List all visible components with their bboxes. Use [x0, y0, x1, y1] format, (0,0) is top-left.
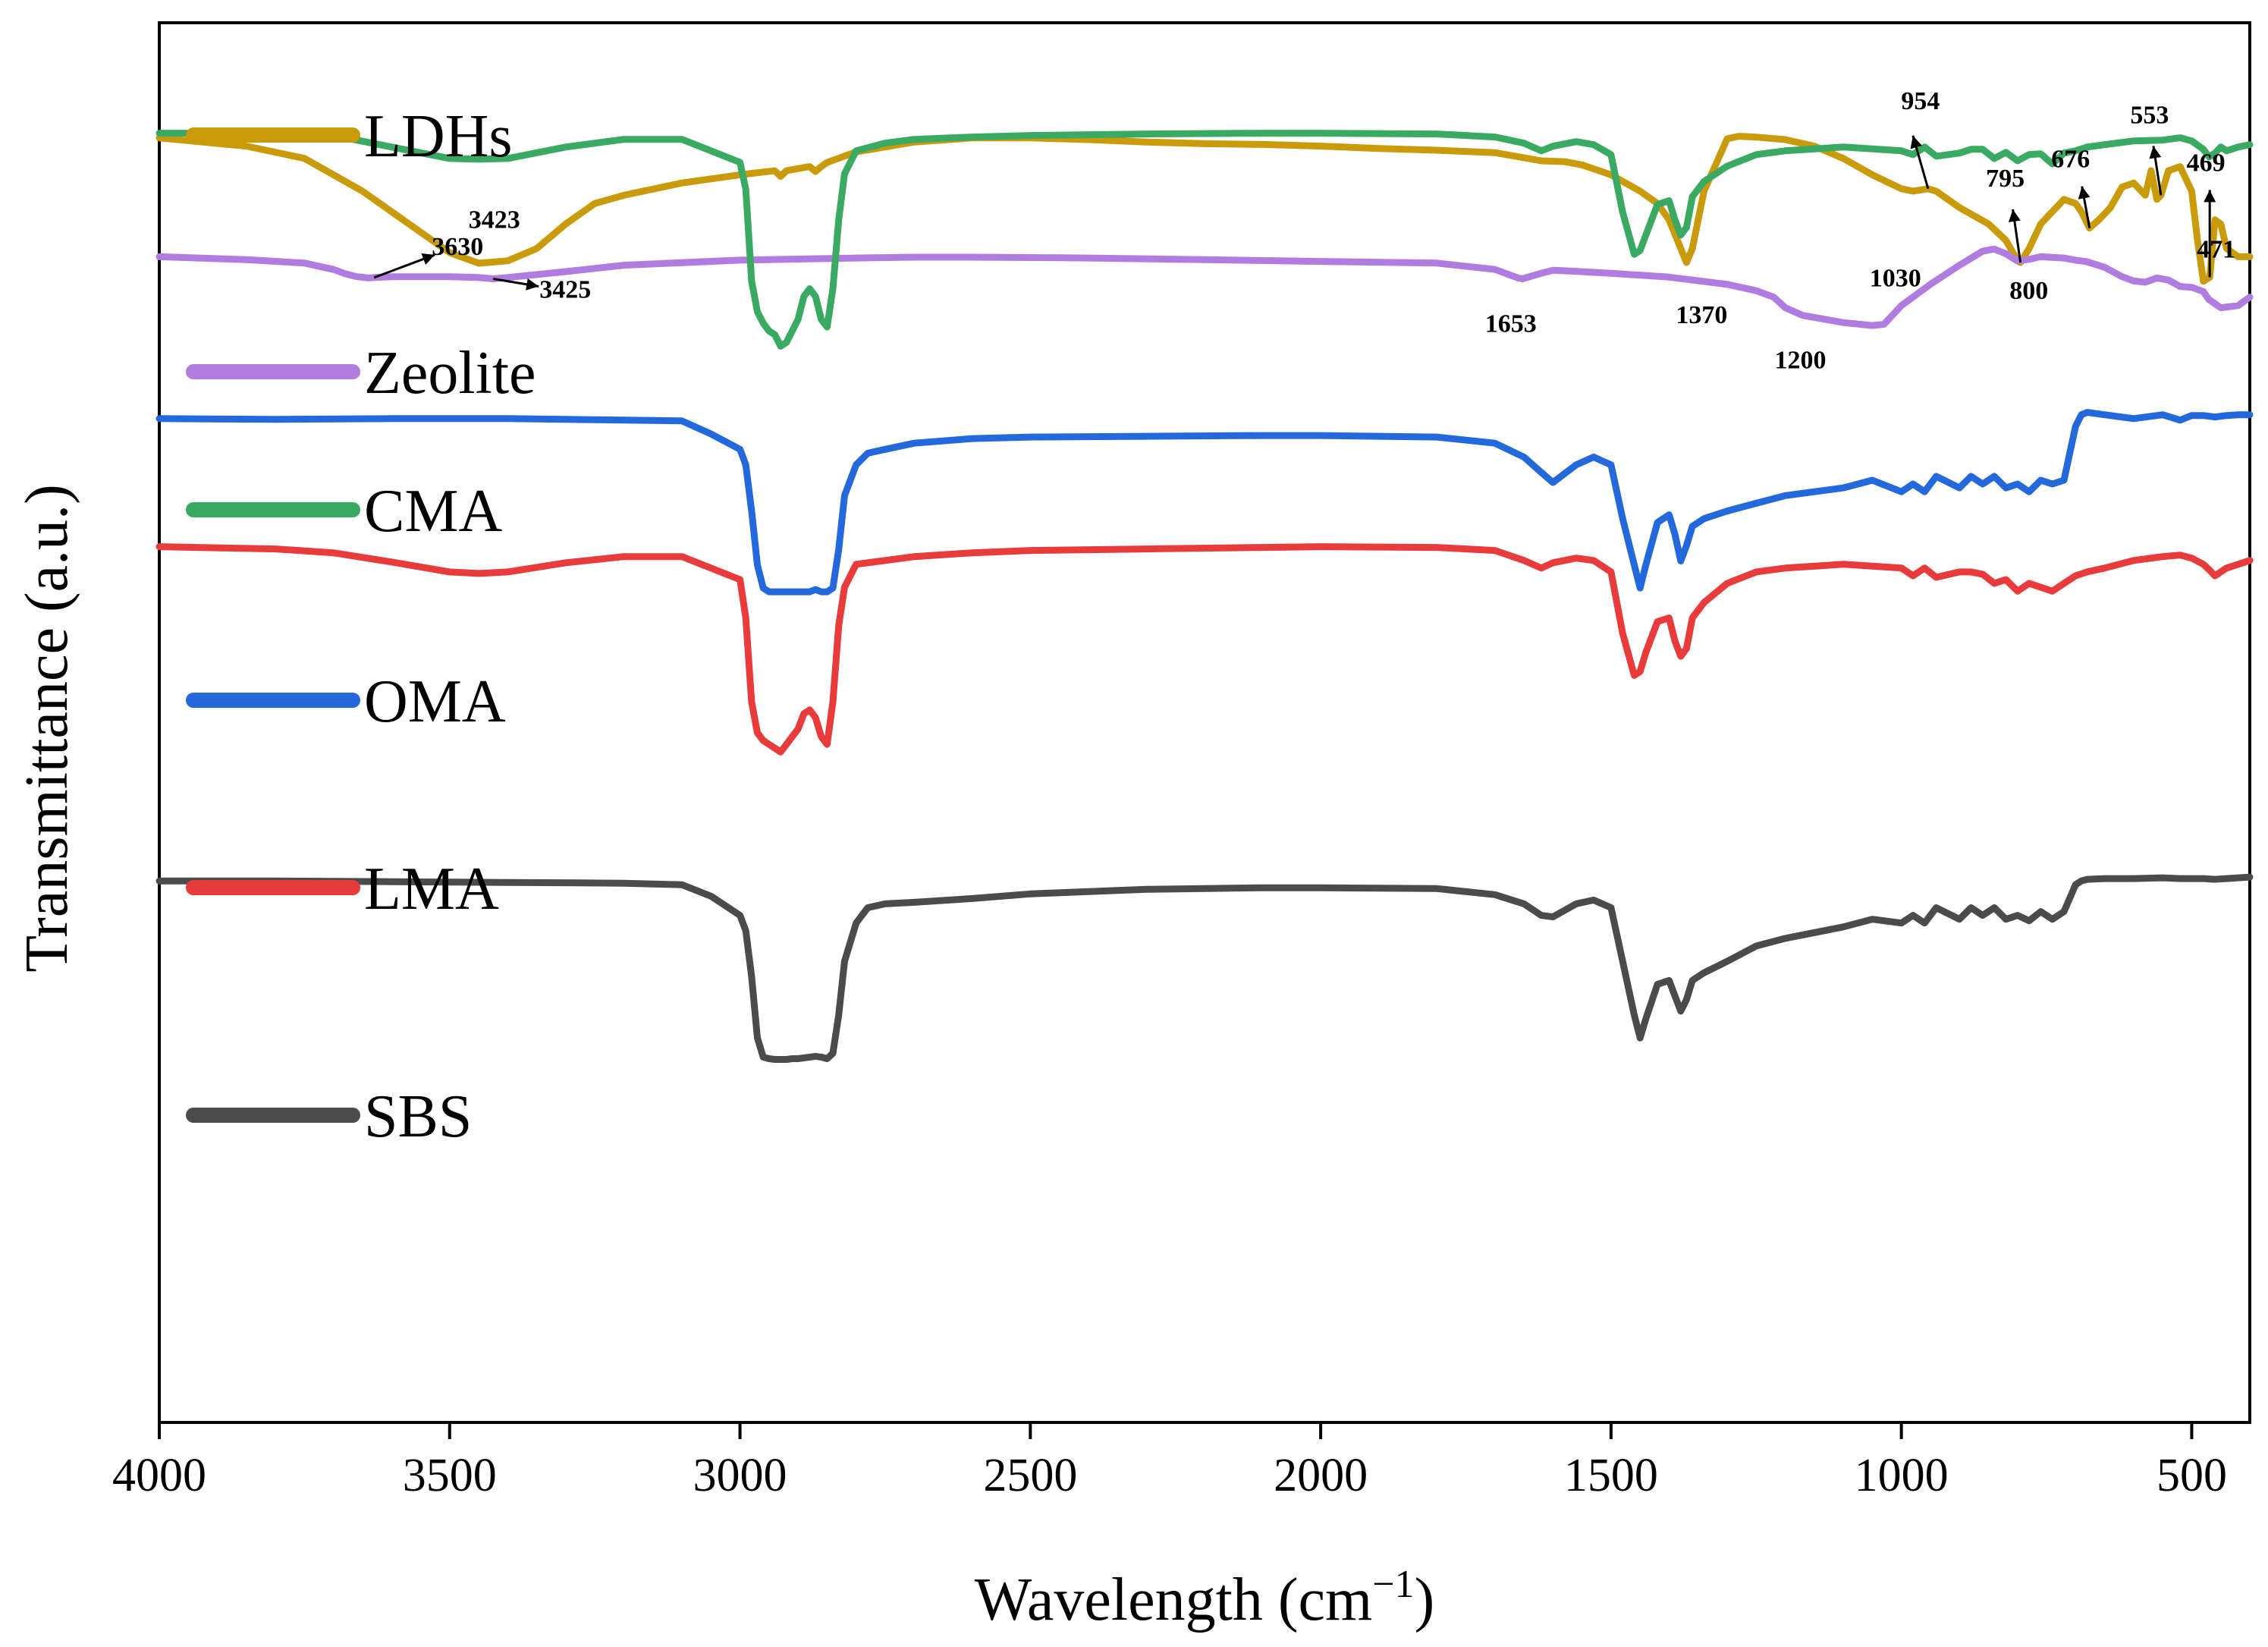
- series-line-ldhs: [155, 133, 2254, 285]
- plot-frame: [158, 21, 2251, 1424]
- annotation-arrowhead-954: [1910, 135, 1922, 149]
- legend-label-zeolite: Zeolite: [364, 340, 536, 407]
- x-tick-label-3500: 3500: [403, 1450, 497, 1501]
- legend-label-lma: LMA: [364, 856, 499, 923]
- annotation-1370: 1370: [1676, 301, 1727, 329]
- annotation-1653: 1653: [1485, 310, 1537, 338]
- x-axis-title-close: ): [1415, 1567, 1435, 1633]
- annotations: 3423 1370 954 795 676 553 469 3630 3425 1653 1200 1…: [373, 87, 2235, 375]
- annotation-1200: 1200: [1775, 347, 1827, 375]
- x-tick-label-1000: 1000: [1855, 1450, 1949, 1501]
- series-line-oma: [155, 409, 2254, 596]
- annotation-553: 553: [2130, 101, 2169, 129]
- y-axis-title: Transmittance (a.u.): [14, 484, 80, 973]
- annotation-arrowhead-469: [2204, 190, 2216, 203]
- annotation-469: 469: [2187, 149, 2226, 177]
- x-tick-label-2000: 2000: [1274, 1450, 1368, 1501]
- series-line-sbs: [155, 873, 2254, 1063]
- annotation-676: 676: [2051, 146, 2090, 174]
- annotation-800: 800: [2009, 277, 2048, 305]
- x-axis-title: Wavelength (cm−1): [975, 1563, 1434, 1633]
- x-axis-title-main: Wavelength (cm: [975, 1567, 1372, 1633]
- annotation-arrowhead-553: [2149, 146, 2162, 159]
- series-line-lma: [155, 543, 2254, 756]
- x-tick-label-500: 500: [2156, 1450, 2227, 1501]
- x-tick-label-4000: 4000: [112, 1450, 206, 1501]
- annotation-3425: 3425: [539, 276, 591, 304]
- x-tick-label-2500: 2500: [983, 1450, 1077, 1501]
- legend: LDHs Zeolite CMA OMA LMA SBS: [186, 103, 536, 1150]
- legend-label-cma: CMA: [364, 478, 502, 545]
- series-line-cma: [155, 130, 2254, 350]
- series-line-zeolite: [155, 245, 2254, 329]
- legend-label-ldhs: LDHs: [364, 103, 513, 170]
- annotation-arrowhead-3425: [526, 278, 539, 291]
- legend-label-sbs: SBS: [364, 1083, 472, 1150]
- x-axis-title-superscript: −1: [1372, 1563, 1414, 1606]
- legend-label-oma: OMA: [364, 668, 506, 735]
- annotation-954: 954: [1901, 87, 1940, 115]
- annotation-arrowhead-3630: [421, 253, 435, 265]
- annotation-471: 471: [2197, 235, 2235, 263]
- annotation-arrowhead-795: [2008, 209, 2021, 222]
- x-tick-label-3000: 3000: [693, 1450, 787, 1501]
- x-axis: 4000 3500 3000 2500 2000 1500 1000 500: [112, 1422, 2227, 1501]
- annotation-3423: 3423: [469, 206, 520, 234]
- annotation-arrowhead-676: [2078, 186, 2091, 200]
- annotation-3630: 3630: [432, 233, 483, 261]
- annotation-1030: 1030: [1870, 264, 1921, 292]
- series-layer: [155, 130, 2254, 1063]
- annotation-795: 795: [1986, 165, 2025, 193]
- x-tick-label-1500: 1500: [1564, 1450, 1658, 1501]
